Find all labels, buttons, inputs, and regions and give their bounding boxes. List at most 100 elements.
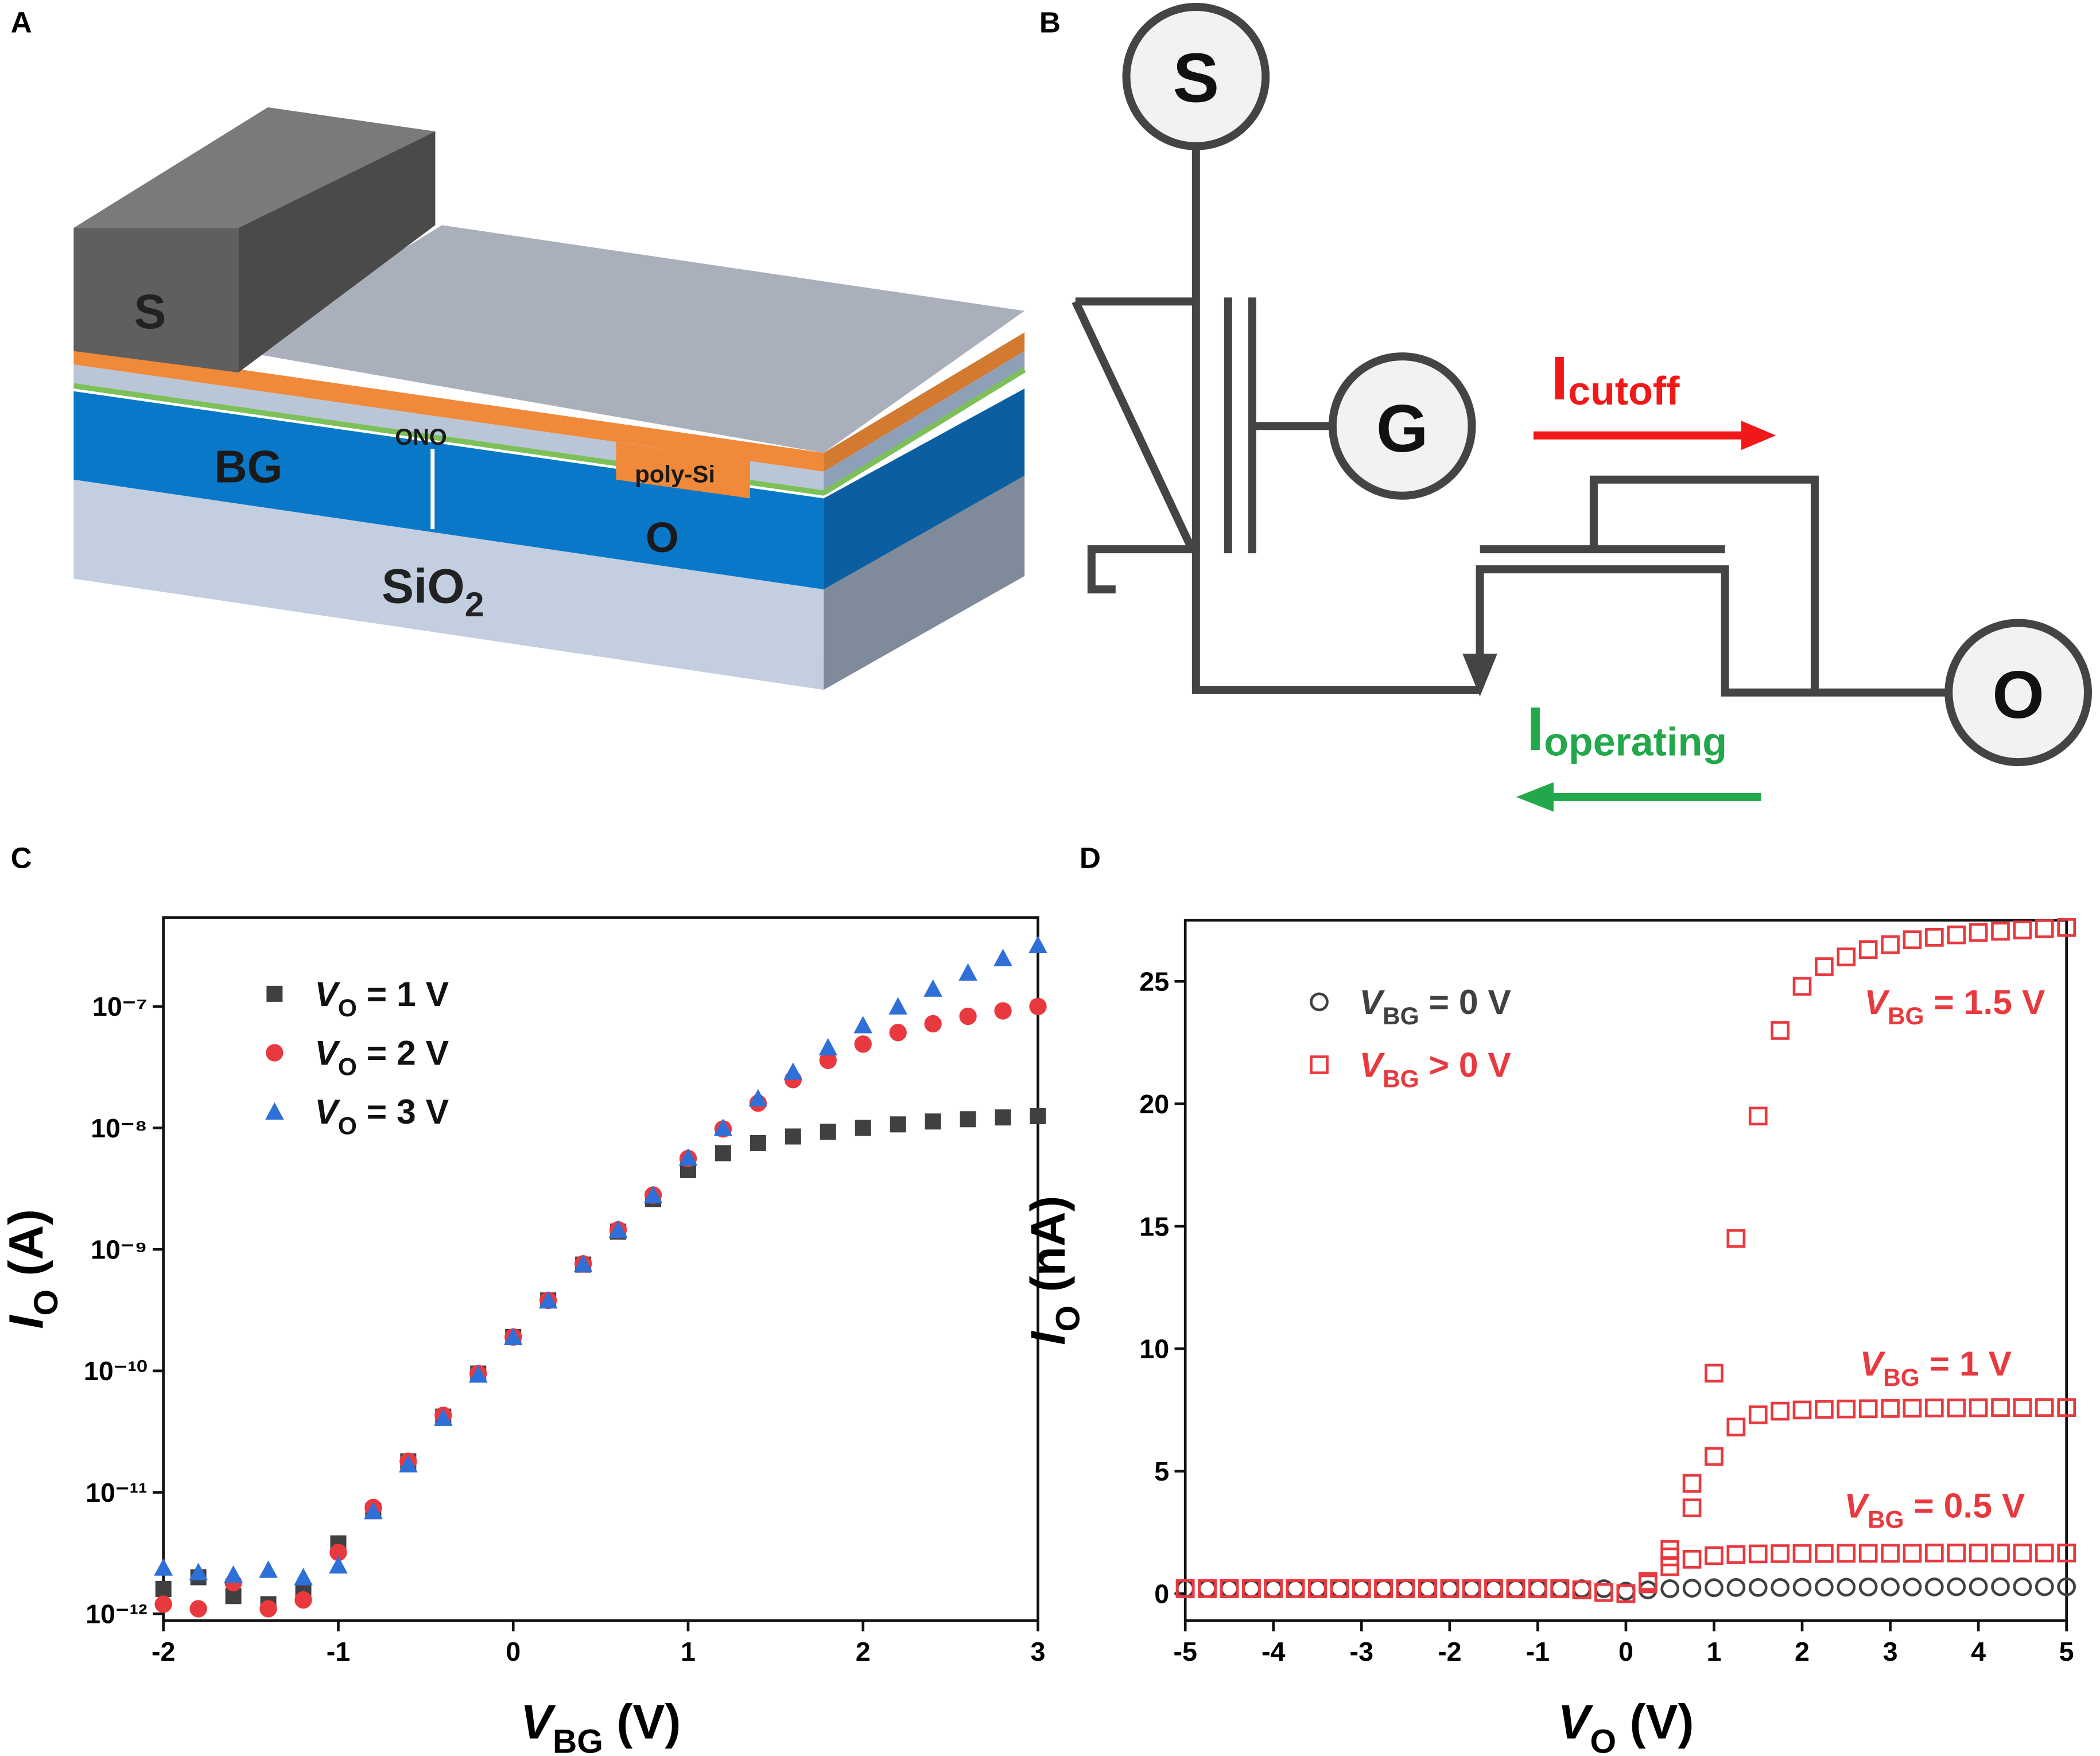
data-point (1748, 1106, 1768, 1126)
data-point (259, 1600, 277, 1618)
label-rest: = 0.5 V (1904, 1486, 2025, 1525)
data-point (433, 1408, 453, 1426)
arrow-head (1516, 782, 1554, 812)
data-point (1837, 1544, 1856, 1563)
x-axis-label: VO (V) (1558, 1695, 1694, 1756)
y-tick-label: 10⁻¹² (86, 1599, 147, 1629)
data-point (1462, 1579, 1481, 1598)
data-point (748, 1089, 768, 1107)
x-tick-label: 1 (1706, 1637, 1721, 1666)
x-tick-label: 3 (1031, 1637, 1046, 1666)
data-point (1418, 1579, 1437, 1598)
data-point (1837, 1399, 1856, 1419)
data-point (2013, 1577, 2032, 1596)
data-point (1374, 1579, 1393, 1598)
data-point (1440, 1579, 1459, 1598)
arrow-head (1741, 421, 1776, 450)
substrate-label: SiO2 (382, 559, 484, 623)
data-point (1771, 1578, 1790, 1597)
data-point (468, 1365, 488, 1383)
data-point (1352, 1579, 1371, 1598)
data-point (1815, 1578, 1834, 1597)
data-point (1030, 1108, 1046, 1125)
data-point (1748, 1544, 1768, 1564)
data-point (960, 1111, 976, 1128)
data-point (1506, 1579, 1525, 1598)
x-tick-label: 0 (1618, 1637, 1633, 1666)
data-point (294, 1591, 312, 1609)
data-point (1792, 977, 1812, 996)
data-point (1748, 1405, 1768, 1424)
data-point (1028, 935, 1047, 953)
y-tick-label: 5 (1154, 1456, 1169, 1486)
y-tick-label: 25 (1139, 967, 1169, 997)
label-main: I (1551, 344, 1568, 413)
data-point (715, 1145, 731, 1161)
data-point (1198, 1579, 1217, 1598)
label-main: SiO (382, 559, 465, 613)
data-point (503, 1327, 523, 1345)
data-point (1484, 1579, 1503, 1598)
data-point (890, 1116, 906, 1133)
label-main: V (315, 1092, 340, 1131)
poly-si-layer (73, 345, 824, 472)
gate-terminal-label: G (1376, 391, 1429, 466)
data-point (924, 1015, 942, 1033)
data-point (1242, 1579, 1261, 1598)
data-point (2013, 1543, 2032, 1563)
curve-label: VBG = 0.5 V (1844, 1486, 2025, 1533)
x-tick-label: 1 (681, 1637, 696, 1666)
x-tick-label: -1 (327, 1637, 351, 1666)
data-point (1506, 1579, 1525, 1598)
data-point (994, 1002, 1012, 1020)
data-point (154, 1558, 173, 1576)
data-point (294, 1568, 313, 1586)
label-sub: BG (1883, 1364, 1920, 1391)
label-sub: O (1049, 1306, 1086, 1332)
data-point (1242, 1579, 1261, 1598)
label-main: V (315, 1034, 340, 1073)
data-point (189, 1600, 207, 1618)
label-sub: operating (1544, 719, 1727, 764)
data-point (1705, 1578, 1724, 1598)
legend-label: VO = 2 V (315, 1034, 449, 1081)
label-main: V (1860, 1344, 1886, 1383)
label-sub: BG (1383, 1003, 1419, 1029)
data-point (819, 1051, 837, 1069)
label-main: I (0, 1315, 53, 1329)
data-point (643, 1186, 663, 1203)
data-point (1815, 1544, 1834, 1563)
data-point (1925, 1578, 1944, 1596)
y-tick-label: 10⁻¹⁰ (84, 1356, 147, 1386)
label-rest: (V) (1616, 1695, 1694, 1749)
label-main: V (1360, 1046, 1385, 1085)
data-point (1528, 1579, 1547, 1598)
x-tick-label: 2 (856, 1637, 871, 1666)
data-point (1792, 1544, 1812, 1563)
label-main: V (1864, 982, 1890, 1021)
data-point (888, 997, 908, 1015)
data-point (2057, 1543, 2076, 1563)
output-label: O (646, 513, 679, 561)
source-top (73, 107, 436, 228)
data-point (1991, 922, 2010, 941)
label-sub: O (338, 1054, 357, 1081)
data-point (2013, 1398, 2032, 1417)
data-point (1726, 1229, 1746, 1248)
data-point (2013, 920, 2032, 939)
data-point (1792, 1578, 1812, 1597)
data-point (853, 1016, 873, 1034)
data-point (1638, 1572, 1658, 1591)
data-point (364, 1501, 383, 1520)
arrow-head (1462, 654, 1497, 697)
data-point (1286, 1579, 1305, 1598)
data-point (1330, 1579, 1349, 1598)
data-point (2035, 1543, 2054, 1563)
data-point (1771, 1544, 1790, 1563)
data-point (1947, 1398, 1966, 1417)
data-point (1594, 1583, 1613, 1602)
legend-marker (266, 1044, 284, 1062)
label-main: I (1527, 694, 1544, 763)
poly-si-side (824, 332, 1025, 472)
